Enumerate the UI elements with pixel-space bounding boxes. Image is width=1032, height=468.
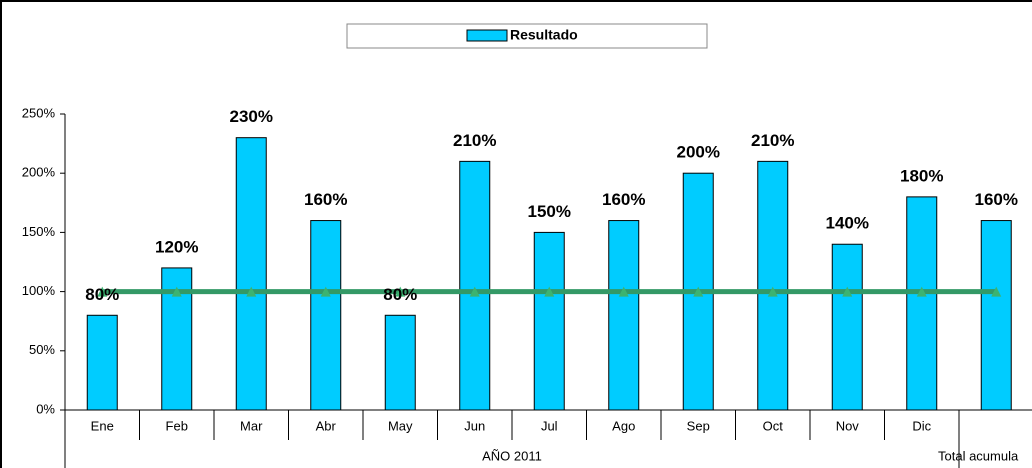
- y-tick-label: 250%: [22, 105, 56, 120]
- x-tick-label: Nov: [836, 418, 860, 433]
- value-label: 210%: [453, 131, 496, 150]
- target-marker: [991, 286, 1002, 297]
- target-marker: [767, 286, 778, 297]
- value-label: 230%: [230, 107, 273, 126]
- x-tick-label: Feb: [166, 418, 188, 433]
- value-label: 160%: [304, 190, 347, 209]
- x-tick-label: Sep: [687, 418, 710, 433]
- x-tick-label: Jul: [541, 418, 558, 433]
- target-marker: [97, 286, 108, 297]
- target-marker: [320, 286, 331, 297]
- bar: [86, 314, 118, 411]
- x-tick-label: Mar: [240, 418, 263, 433]
- target-marker: [618, 286, 629, 297]
- value-label: 150%: [528, 202, 571, 221]
- y-tick-label: 0%: [36, 401, 55, 416]
- bar: [235, 137, 267, 411]
- y-tick-label: 100%: [22, 283, 56, 298]
- value-label: 160%: [975, 190, 1018, 209]
- x-tick-label: Ago: [612, 418, 635, 433]
- value-label: 120%: [155, 237, 198, 256]
- value-label: 210%: [751, 131, 794, 150]
- x-tick-label: Ene: [91, 418, 114, 433]
- x-tick-label: Dic: [912, 418, 931, 433]
- bar: [310, 220, 342, 411]
- value-label: 200%: [677, 143, 720, 162]
- target-marker: [916, 286, 927, 297]
- value-label: 80%: [85, 285, 119, 304]
- target-marker: [246, 286, 257, 297]
- group-label: AÑO 2011: [482, 448, 542, 463]
- value-label: 80%: [383, 285, 417, 304]
- bar: [906, 196, 938, 411]
- value-label: 180%: [900, 166, 943, 185]
- bar: [459, 160, 491, 411]
- legend-box: [346, 23, 708, 49]
- x-tick-label: Abr: [316, 418, 337, 433]
- bar: [384, 314, 416, 411]
- value-label: 140%: [826, 214, 869, 233]
- legend-label: Resultado: [510, 27, 578, 43]
- x-tick-label: Oct: [763, 418, 784, 433]
- y-tick-label: 150%: [22, 224, 56, 239]
- value-label: 160%: [602, 190, 645, 209]
- y-tick-label: 200%: [22, 165, 56, 180]
- target-marker: [171, 286, 182, 297]
- bar: [831, 243, 863, 411]
- target-marker: [469, 286, 480, 297]
- y-tick-label: 50%: [29, 342, 55, 357]
- bar: [533, 231, 565, 411]
- target-marker: [842, 286, 853, 297]
- bar: [980, 220, 1012, 411]
- legend-swatch: [466, 29, 508, 42]
- bar: [757, 160, 789, 411]
- bar: [608, 220, 640, 411]
- x-tick-label: Jun: [464, 418, 485, 433]
- x-tick-label: May: [388, 418, 413, 433]
- target-marker: [395, 286, 406, 297]
- target-marker: [693, 286, 704, 297]
- target-marker: [544, 286, 555, 297]
- x-tick-label: Total acumula: [938, 448, 1019, 463]
